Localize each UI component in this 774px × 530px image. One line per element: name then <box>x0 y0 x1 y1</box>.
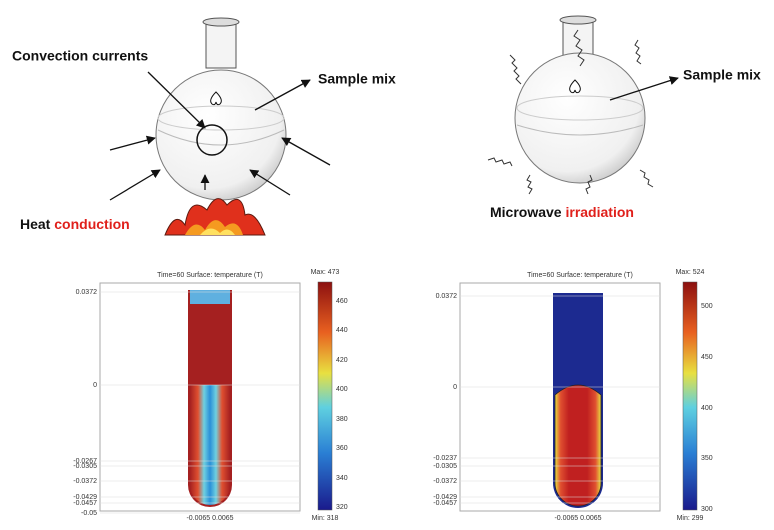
x-ticks: -0.0065 0.0065 <box>186 515 233 522</box>
y-tick: -0.0305 <box>73 463 97 470</box>
colorbar-tick: 400 <box>336 386 348 393</box>
label: Convection currents <box>12 48 148 64</box>
max-label: Max: 524 <box>676 269 705 276</box>
colorbar-tick: 400 <box>701 405 713 412</box>
colorbar-tick: 440 <box>336 327 348 334</box>
y-tick: -0.0372 <box>73 478 97 485</box>
colorbar-tick: 300 <box>701 506 713 513</box>
figure: Convection currents Sample mix Heat cond… <box>0 0 774 525</box>
label: Sample mix <box>683 67 761 83</box>
colorbar-tick: 340 <box>336 475 348 482</box>
y-tick: -0.0237 <box>433 455 457 462</box>
min-label: Min: 299 <box>677 515 704 522</box>
y-tick: 0 <box>93 382 97 389</box>
colorbar-tick: 500 <box>701 303 713 310</box>
label: Microwave irradiation <box>490 204 634 220</box>
colorbar-tick: 380 <box>336 416 348 423</box>
colorbar-tick: 460 <box>336 298 348 305</box>
microwave-flask: Sample mix Microwave irradiation <box>488 16 761 220</box>
conventional-flask: Convection currents Sample mix Heat cond… <box>12 18 396 235</box>
y-tick: 0 <box>453 384 457 391</box>
plot-left: Time=60 Surface: temperature (T) Max: 47… <box>100 269 340 522</box>
y-tick: -0.05 <box>81 510 97 517</box>
y-tick: -0.0457 <box>73 500 97 507</box>
colorbar-tick: 360 <box>336 445 348 452</box>
colorbar-tick: 450 <box>701 354 713 361</box>
label: Heat conduction <box>20 216 130 232</box>
y-tick: -0.0372 <box>433 478 457 485</box>
plot-right: Time=60 Surface: temperature (T) Max: 52… <box>460 269 705 522</box>
plot-title: Time=60 Surface: temperature (T) <box>527 272 633 279</box>
label: Sample mix <box>318 71 396 87</box>
y-tick: 0.0372 <box>436 293 458 300</box>
colorbar-tick: 350 <box>701 455 713 462</box>
min-label: Min: 318 <box>312 515 339 522</box>
max-label: Max: 473 <box>311 269 340 276</box>
y-tick: -0.0305 <box>433 463 457 470</box>
colorbar-tick: 420 <box>336 357 348 364</box>
x-ticks: -0.0065 0.0065 <box>554 515 601 522</box>
plot-title: Time=60 Surface: temperature (T) <box>157 272 263 279</box>
y-tick: -0.0457 <box>433 500 457 507</box>
colorbar-tick: 320 <box>336 504 348 511</box>
y-tick: 0.0372 <box>76 289 98 296</box>
